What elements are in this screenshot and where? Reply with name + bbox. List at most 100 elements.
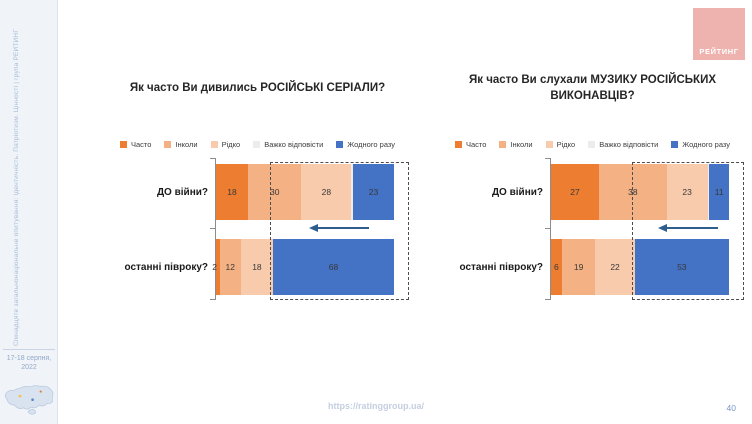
legend-label: Часто: [465, 139, 487, 149]
bar-segment: 2: [212, 239, 220, 295]
survey-title-vertical: Сімнадцяте загальнонаціональне опитуванн…: [13, 28, 20, 346]
bar-segment-value: 23: [368, 187, 379, 197]
bar-segment-value: 38: [628, 187, 638, 197]
highlight-dashed-box: [269, 162, 409, 300]
legend-swatch-icon: [671, 140, 679, 148]
bar-segment: 11: [709, 164, 729, 220]
bar-segment: 18: [216, 164, 249, 220]
legend-item: Важко відповісти: [588, 140, 658, 149]
survey-date: 17-18 серпня, 2022: [0, 354, 58, 372]
legend-swatch-icon: [545, 140, 553, 148]
bar-row: останні півроку? 2 12 18 68: [85, 239, 430, 295]
bar-segment-value: 30: [269, 187, 280, 197]
axis-tick: [545, 299, 551, 300]
arrow-head: [657, 224, 667, 232]
plot-area: ДО війни? 18 30 28 23 останні півроку? 2 12 1…: [85, 158, 430, 300]
legend-item: Рідко: [545, 139, 576, 149]
sidebar-divider: [3, 349, 55, 350]
stacked-bar: 27 38 23 11: [551, 164, 729, 220]
bar-segment-value: 6: [553, 262, 559, 272]
legend-item: Жодного разу: [671, 140, 730, 149]
stacked-bar: 6 19 22 53: [551, 239, 729, 295]
bar-row: ДО війни? 27 38 23 11: [420, 164, 752, 220]
bar-segment: 28: [301, 164, 352, 220]
bar-segment-value: 18: [227, 187, 237, 197]
left-arrow-icon: [657, 224, 718, 232]
survey-date-line1: 17-18 серпня,: [6, 355, 52, 362]
legend-label: Інколи: [175, 139, 198, 149]
bar-segment: 23: [666, 164, 708, 220]
legend-item: Рідко: [210, 139, 241, 149]
legend-item: Жодного разу: [336, 140, 395, 149]
bar-segment: 22: [595, 239, 635, 295]
axis-tick: [210, 299, 216, 300]
bar-segment: 68: [272, 239, 394, 295]
legend-swatch-icon: [499, 140, 507, 148]
legend-label: Інколи: [510, 139, 533, 149]
legend-swatch-icon: [454, 140, 462, 148]
legend-item: Часто: [119, 139, 152, 149]
legend-item: Інколи: [164, 139, 198, 149]
category-axis: [550, 158, 551, 300]
arrow-shaft: [317, 227, 370, 229]
plot-area: ДО війни? 27 38 23 11 останні півроку? 6 19 2…: [420, 158, 752, 300]
ukraine-map-icon: [4, 385, 54, 415]
bar-row: останні півроку? 6 19 22 53: [420, 239, 752, 295]
bar-segment-value: 23: [682, 187, 692, 197]
sidebar: Сімнадцяте загальнонаціональне опитуванн…: [0, 0, 58, 424]
bar-segment: 18: [240, 239, 273, 295]
bar-segment: 27: [551, 164, 600, 220]
category-label: ДО війни?: [156, 186, 208, 198]
bar-row: ДО війни? 18 30 28 23: [85, 164, 430, 220]
chart-russian-music: Як часто Ви слухали МУЗИКУ РОСІЙСЬКИХ ВИ…: [420, 68, 752, 318]
legend-label: Жодного разу: [347, 139, 396, 149]
bar-segment: 6: [551, 239, 562, 295]
bar-segment-value: 22: [610, 262, 620, 272]
legend-label: Важко відповісти: [599, 139, 659, 149]
rating-group-logo: РЕЙТИНГ: [693, 8, 745, 60]
legend-item: Інколи: [499, 139, 533, 149]
legend: Часто Інколи Рідко Важко відповісти Жодного …: [420, 138, 752, 150]
survey-date-line2: 2022: [21, 364, 37, 372]
legend-label: Часто: [130, 139, 152, 149]
bar-segment-value: 28: [321, 187, 332, 197]
bar-segment: 53: [634, 239, 729, 295]
axis-tick: [210, 228, 216, 229]
bar-segment: 19: [561, 239, 596, 295]
left-arrow-icon: [309, 224, 370, 232]
arrow-shaft: [665, 227, 718, 229]
legend-swatch-icon: [210, 140, 218, 148]
chart-title: Як часто Ви дивились РОСІЙСЬКІ СЕРІАЛИ?: [129, 82, 386, 95]
legend-swatch-icon: [588, 140, 596, 148]
legend-swatch-icon: [253, 140, 261, 148]
legend-label: Важко відповісти: [264, 139, 324, 149]
stacked-bar: 2 12 18 68: [212, 239, 394, 295]
legend-label: Рідко: [221, 139, 241, 149]
category-label: останні півроку?: [124, 261, 209, 273]
bar-segment: [351, 164, 354, 220]
bar-segment-value: 12: [225, 262, 235, 272]
legend-item: Важко відповісти: [253, 140, 323, 149]
legend: Часто Інколи Рідко Важко відповісти Жодного …: [85, 138, 430, 150]
legend-swatch-icon: [164, 140, 172, 148]
axis-tick: [210, 158, 216, 159]
bar-segment: 30: [248, 164, 302, 220]
bar-segment-value: 53: [677, 262, 687, 272]
legend-swatch-icon: [336, 140, 344, 148]
bar-segment-value: 2: [212, 262, 217, 272]
category-label: останні півроку?: [459, 261, 544, 273]
bar-segment-value: 18: [252, 262, 262, 272]
legend-label: Жодного разу: [682, 139, 731, 149]
chart-russian-tv-series: Як часто Ви дивились РОСІЙСЬКІ СЕРІАЛИ? …: [85, 68, 430, 318]
legend-swatch-icon: [119, 140, 127, 148]
legend-label: Рідко: [556, 139, 576, 149]
page-number: 40: [726, 403, 736, 413]
footer-url-link[interactable]: https://ratinggroup.ua/: [328, 401, 424, 411]
bar-segment: 38: [599, 164, 667, 220]
stacked-bar: 18 30 28 23: [216, 164, 394, 220]
category-axis: [215, 158, 216, 300]
bar-segment-value: 11: [714, 187, 724, 197]
highlight-dashed-box: [631, 162, 744, 300]
bar-segment-value: 19: [573, 262, 584, 272]
bar-segment: 23: [353, 164, 394, 220]
